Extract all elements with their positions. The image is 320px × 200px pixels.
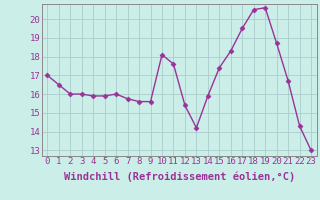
X-axis label: Windchill (Refroidissement éolien,°C): Windchill (Refroidissement éolien,°C) [64, 172, 295, 182]
